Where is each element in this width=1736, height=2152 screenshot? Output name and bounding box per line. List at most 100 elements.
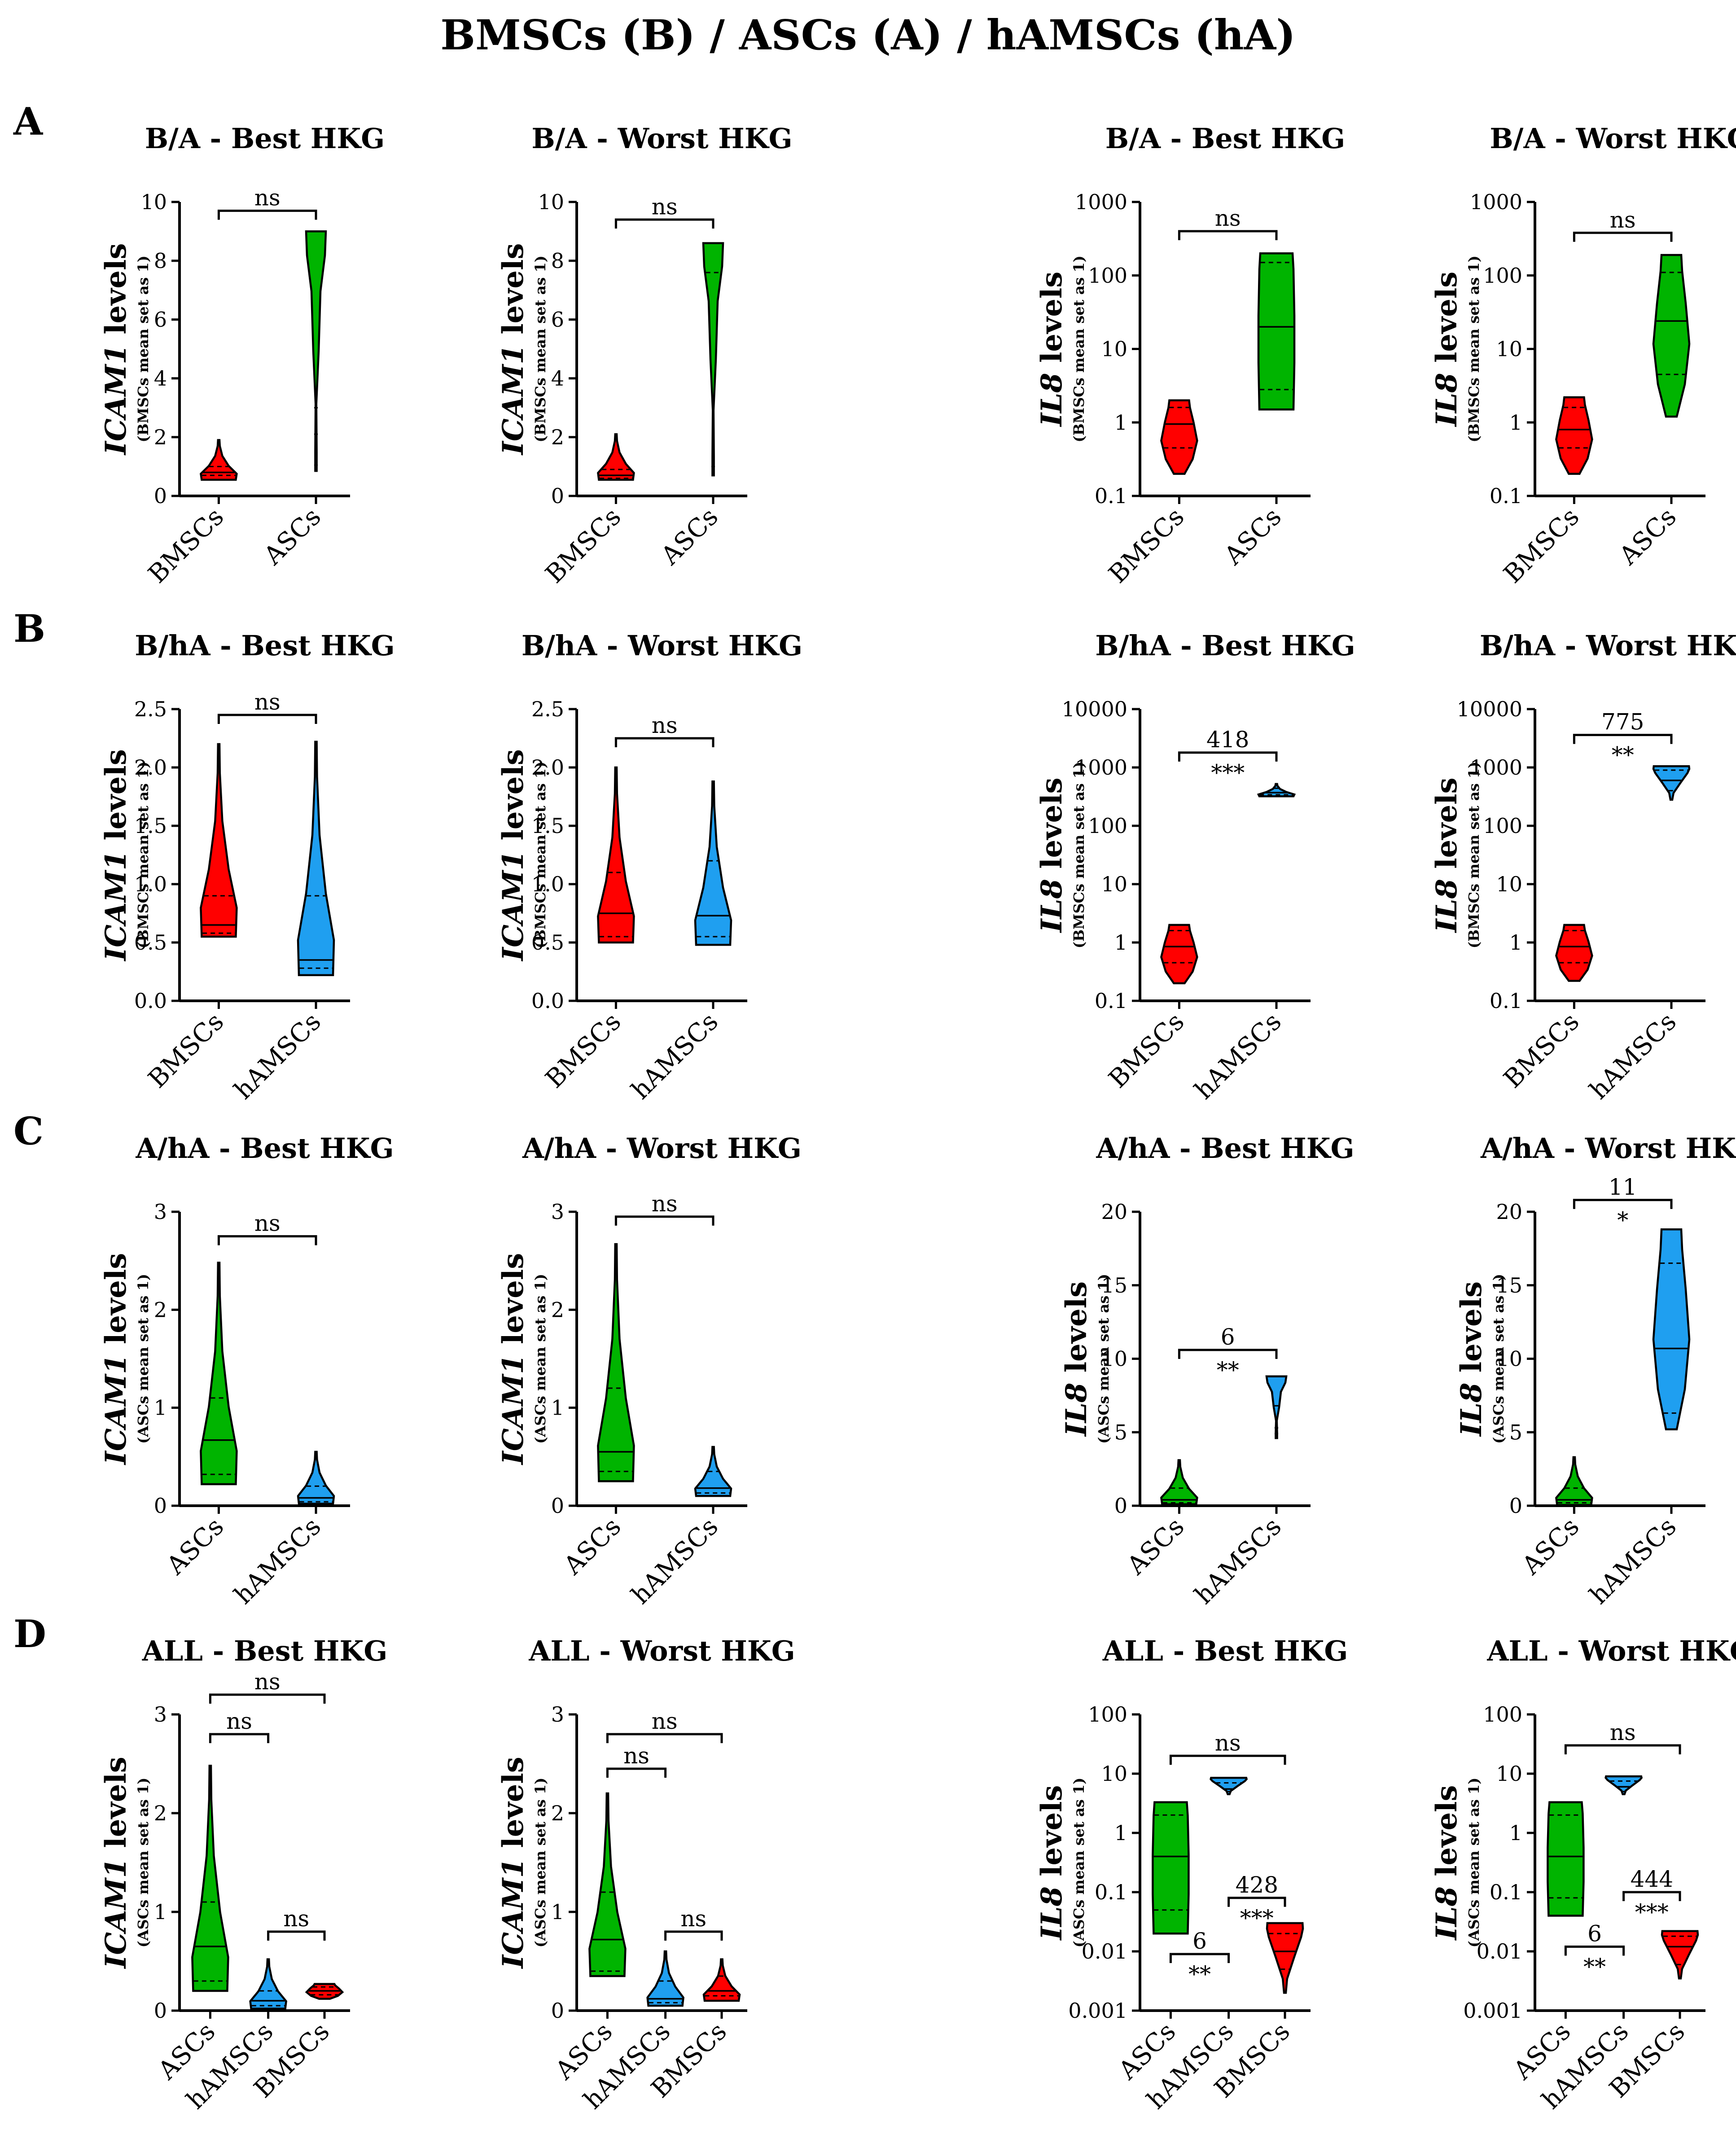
chart-1-y-tick-label-0: 0 (154, 484, 167, 508)
chart-9-category-label-ascs: ASCs (161, 1512, 229, 1581)
chart-3-category-label-bmscs: BMSCs (1103, 502, 1190, 589)
chart-11-y-label-suffix: levels (1060, 1281, 1093, 1383)
chart-15-y-tick-label-3: 1 (1114, 1821, 1127, 1845)
chart-13-significance-label-2: ns (283, 1906, 309, 1932)
chart-3-significance-bracket-0 (1178, 230, 1278, 241)
chart-5-y-tick-label-5: 2.5 (134, 697, 167, 721)
chart-2-significance-label-0: ns (652, 193, 678, 219)
chart-15-significance-bracket-0 (1169, 1754, 1286, 1765)
chart-3-violin-bmscs (1160, 399, 1198, 475)
chart-4-significance-label-0: ns (1610, 207, 1636, 233)
chart-16-y-label-suffix: levels (1430, 1785, 1464, 1886)
chart-16-significance-label-0: ns (1610, 1719, 1636, 1745)
chart-6-y-tick-label-1: 0.5 (531, 930, 564, 955)
chart-2-category-label-ascs: ASCs (655, 502, 724, 571)
chart-7-category-label-hamscs: hAMSCs (1189, 1007, 1287, 1105)
chart-16-significance-bracket-0 (1564, 1744, 1681, 1755)
chart-6-y-label: ICAM1 levels (496, 749, 530, 961)
chart-4-category-label-bmscs: BMSCs (1498, 502, 1585, 589)
chart-8-category-label-bmscs: BMSCs (1498, 1007, 1585, 1094)
chart-16-significance-stars-1: *** (1635, 1899, 1669, 1925)
chart-16-y-tick-label-0: 0.001 (1463, 1999, 1522, 2023)
chart-1-y-label: ICAM1 levels (99, 243, 133, 456)
chart-15-significance-stars-2: ** (1188, 1961, 1211, 1987)
chart-7-significance-bracket-0 (1178, 751, 1278, 762)
chart-2-category-label-bmscs: BMSCs (540, 502, 627, 589)
chart-12-category-label-hamscs: hAMSCs (1584, 1512, 1682, 1610)
chart-11-significance-stars-0: ** (1217, 1357, 1239, 1383)
chart-10-category-label-hamscs: hAMSCs (626, 1512, 724, 1610)
chart-3-y-tick-label-4: 1000 (1075, 190, 1127, 214)
chart-4-y-tick-label-0: 0.1 (1490, 484, 1522, 508)
chart-6-y-label-suffix: levels (496, 749, 530, 850)
chart-14-significance-bracket-1 (606, 1767, 667, 1778)
chart-9-violin-hamscs (297, 1451, 335, 1505)
chart-1: B/A - Best HKG 0 2 4 6 8 10 ICAM1 levels (BMSCs … (99, 122, 385, 589)
chart-6-violin-hamscs (694, 780, 732, 946)
chart-1-category-label-ascs: ASCs (258, 502, 327, 571)
chart-6-significance-bracket-0 (614, 737, 715, 747)
chart-8-violin-hamscs (1652, 765, 1691, 801)
chart-11-title: A/hA - Best HKG (1096, 1132, 1354, 1165)
chart-7-y-tick-label-1: 1 (1114, 930, 1127, 955)
chart-6-y-tick-label-5: 2.5 (531, 697, 564, 721)
chart-8-y-sublabel: (BMSCs mean set as 1) (1465, 762, 1482, 948)
chart-14-y-tick-label-2: 2 (551, 1801, 564, 1825)
chart-16-y-sublabel: (ASCs mean set as 1) (1465, 1778, 1482, 1948)
chart-1-category-label-bmscs: BMSCs (143, 502, 229, 589)
chart-8-title: B/hA - Worst HKG (1480, 629, 1736, 662)
chart-10-y-tick-label-1: 1 (551, 1396, 564, 1420)
chart-7-y-label: IL8 levels (1035, 777, 1069, 933)
row-letter-a: A (13, 99, 44, 144)
chart-16-significance-bracket-2 (1564, 1946, 1625, 1956)
chart-6-violin-bmscs (597, 766, 635, 944)
chart-8-y-label-gene: IL8 (1430, 879, 1464, 933)
chart-14-y-label: ICAM1 levels (496, 1757, 530, 1969)
chart-5-y-label: ICAM1 levels (99, 749, 133, 961)
chart-4-y-tick-label-3: 100 (1483, 263, 1522, 288)
chart-10-y-label: ICAM1 levels (496, 1253, 530, 1465)
chart-13-violin-hamscs (249, 1958, 287, 2010)
chart-6-significance-label-0: ns (652, 712, 678, 738)
chart-15: ALL - Best HKG 0.001 0.01 0.1 1 10 100 IL8 leve… (1035, 1635, 1348, 2115)
chart-8-y-tick-label-0: 0.1 (1490, 989, 1522, 1013)
chart-16-violin-bmscs (1661, 1930, 1699, 1980)
chart-15-title: ALL - Best HKG (1102, 1635, 1348, 1667)
chart-3-y-sublabel: (BMSCs mean set as 1) (1070, 255, 1087, 442)
chart-5-significance-label-0: ns (254, 689, 281, 715)
chart-3-y-tick-label-3: 100 (1088, 263, 1127, 288)
chart-13-significance-label-0: ns (254, 1669, 281, 1695)
chart-16-title: ALL - Worst HKG (1486, 1635, 1736, 1667)
chart-5-y-tick-label-4: 2.0 (134, 755, 167, 780)
chart-14-y-tick-label-0: 0 (551, 1999, 564, 2023)
chart-2-violin-bmscs (597, 433, 635, 481)
figure-title: BMSCs (B) / ASCs (A) / hAMSCs (hA) (440, 11, 1295, 59)
chart-11-y-tick-label-1: 5 (1114, 1420, 1127, 1444)
chart-7-y-tick-label-0: 0.1 (1095, 989, 1127, 1013)
chart-6-y-tick-label-2: 1.0 (531, 872, 564, 896)
chart-1-title: B/A - Best HKG (145, 122, 385, 155)
chart-4-category-label-ascs: ASCs (1613, 502, 1682, 571)
chart-3-category-label-ascs: ASCs (1219, 502, 1287, 571)
chart-15-y-label: IL8 levels (1035, 1785, 1069, 1941)
chart-12-y-tick-label-0: 0 (1509, 1494, 1522, 1518)
chart-15-violin-hamscs (1210, 1777, 1248, 1796)
chart-15-y-tick-label-5: 100 (1088, 1702, 1127, 1727)
chart-9-title: A/hA - Best HKG (135, 1132, 394, 1165)
chart-6-y-sublabel: (BMSCs mean set as 1) (532, 762, 549, 948)
chart-12-y-tick-label-3: 15 (1496, 1273, 1522, 1297)
chart-11-y-sublabel: (ASCs mean set as 1) (1095, 1274, 1112, 1444)
chart-9-y-label-gene: ICAM1 (99, 1354, 133, 1465)
chart-5-y-sublabel: (BMSCs mean set as 1) (135, 762, 152, 948)
chart-13-y-sublabel: (ASCs mean set as 1) (135, 1778, 152, 1948)
chart-5-y-tick-label-2: 1.0 (134, 872, 167, 896)
chart-8-significance-label-0: 775 (1601, 709, 1644, 735)
chart-10-y-sublabel: (ASCs mean set as 1) (532, 1274, 549, 1444)
chart-8-y-label-suffix: levels (1430, 777, 1464, 879)
chart-4-violin-bmscs (1555, 396, 1593, 475)
chart-1-violin-bmscs (200, 439, 238, 481)
chart-13-y-tick-label-1: 1 (154, 1900, 167, 1924)
chart-4-y-label-gene: IL8 (1430, 373, 1464, 427)
chart-7: B/hA - Best HKG 0.1 1 10 100 1000 10000 IL8 lev… (1035, 629, 1355, 1105)
